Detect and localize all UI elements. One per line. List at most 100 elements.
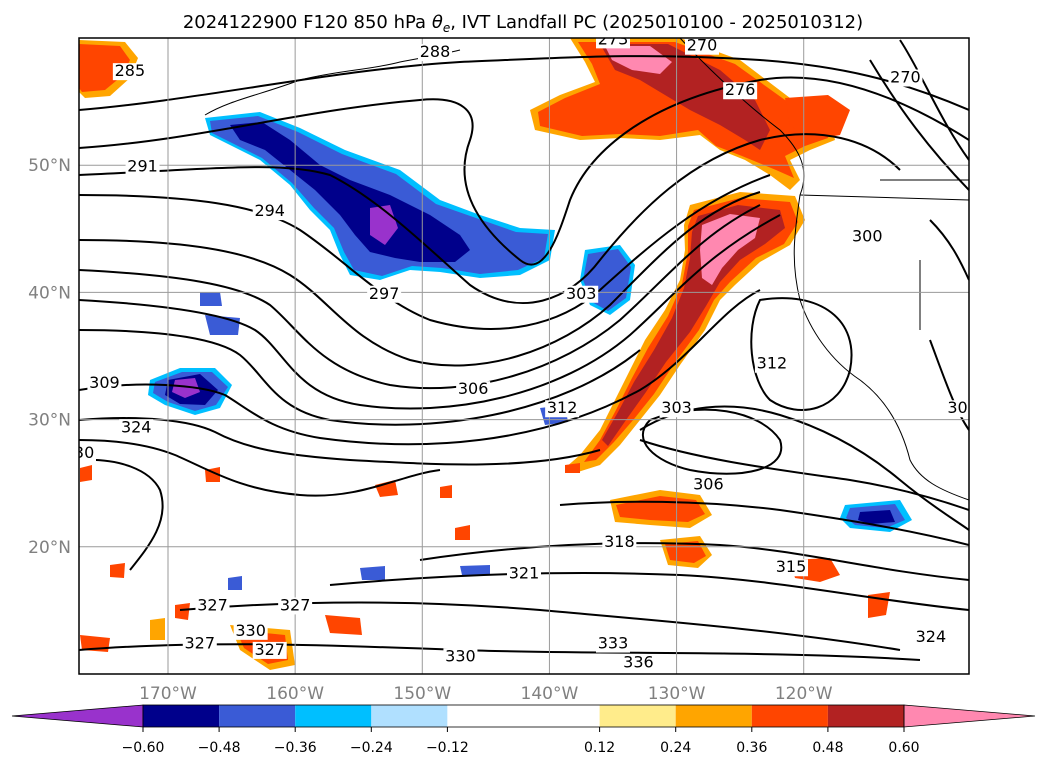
contour-label: 270 — [687, 36, 718, 55]
contour-labels: 285 288 273 270 270 276 291 294 297 303 300 312 309 3… — [30, 29, 978, 672]
colorbar-segment — [675, 705, 752, 727]
contour-label-bg — [659, 400, 694, 418]
colorbar-tick-label: −0.60 — [122, 740, 165, 756]
longitude-tick-label: 130°W — [648, 684, 706, 704]
contour-label-bg — [596, 38, 630, 49]
latitude-tick-label: 20°N — [28, 538, 71, 558]
map-area: 285 288 273 270 270 276 291 294 297 303 300 312 309 3… — [30, 29, 978, 674]
ivt-positive-fill — [79, 38, 890, 670]
coastline — [204, 38, 969, 501]
contour-label-bg — [443, 648, 478, 666]
contour-label: 273 — [598, 29, 629, 48]
latitude-tick-label: 50°N — [28, 156, 71, 176]
contour-label-bg — [945, 400, 969, 418]
longitude-tick-label: 160°W — [266, 684, 324, 704]
contour-label: 312 — [547, 398, 578, 417]
colorbar-segment — [827, 705, 904, 727]
colorbar-segment — [219, 705, 296, 727]
contour-label-bg — [850, 228, 885, 246]
colorbar-tick-label: −0.48 — [198, 740, 241, 756]
latitude-tick-label: 30°N — [28, 411, 71, 431]
contour-label-bg — [691, 476, 726, 494]
longitude-tick-label: 140°W — [521, 684, 579, 704]
contour-label: 306 — [458, 379, 489, 398]
colorbar-tick-label: −0.36 — [274, 740, 317, 756]
contour-label-bg — [367, 285, 402, 303]
colorbar-tick-label: 0.48 — [812, 740, 843, 756]
colorbar-tick-labels: −0.60 −0.48 −0.36 −0.24 −0.12 0.12 0.24 0.36 0.4… — [122, 727, 920, 756]
contour-label: 291 — [127, 157, 158, 176]
contour-label: 300 — [852, 227, 883, 246]
contour-label-bg — [507, 565, 541, 583]
colorbar-extend-high — [903, 704, 1036, 728]
map-frame — [78, 37, 970, 675]
contour-label-bg — [888, 69, 923, 87]
colorbar — [11, 704, 1036, 728]
longitude-tick-label: 170°W — [139, 684, 197, 704]
contour-label-bg — [112, 63, 147, 81]
latitude-tick-label: 40°N — [28, 283, 71, 303]
contour-label-bg — [125, 158, 160, 176]
contour-label-bg — [564, 285, 599, 303]
latitude-tick-labels: 50°N 40°N 30°N 20°N — [28, 156, 71, 558]
contour-label-bg — [119, 419, 154, 437]
contour-label: 327 — [280, 595, 311, 614]
contour-label-bg — [30, 508, 64, 525]
contour-label: 330 — [445, 646, 476, 665]
contour-label: 270 — [890, 68, 921, 87]
colorbar-tick-label: 0.24 — [660, 740, 691, 756]
contour-label-bg — [545, 400, 580, 418]
contour-label: 306 — [693, 475, 724, 494]
contour-label-bg — [195, 597, 230, 615]
contour-label: 303 — [661, 398, 692, 417]
contour-label-bg — [233, 622, 268, 640]
contour-label-bg — [774, 559, 808, 577]
contour-label-bg — [252, 641, 287, 659]
colorbar-segment — [751, 705, 828, 727]
contour-label: 318 — [604, 532, 635, 551]
contour-label: 336 — [623, 653, 654, 672]
contour-label: 285 — [115, 61, 146, 80]
chart-title: 2024122900 F120 850 hPa θe, IVT Landfall… — [183, 12, 863, 35]
colorbar-tick-label: 0.60 — [888, 740, 919, 756]
contour-label-bg — [723, 82, 758, 100]
longitude-tick-labels: 170°W 160°W 150°W 140°W 130°W 120°W — [139, 684, 833, 704]
colorbar-tick-label: 0.12 — [584, 740, 615, 756]
ivt-negative-fill — [148, 112, 912, 590]
colorbar-extend-low — [11, 704, 144, 728]
contour-label-bg — [252, 203, 287, 221]
graticule — [79, 38, 969, 674]
contour-label: 294 — [254, 201, 285, 220]
longitude-tick-label: 150°W — [393, 684, 451, 704]
contour-label: 297 — [369, 284, 400, 303]
contour-label: 321 — [509, 564, 540, 583]
contour-label-bg — [602, 533, 637, 551]
contour-label: 288 — [420, 42, 451, 61]
longitude-tick-label: 120°W — [775, 684, 833, 704]
contour-label: 330 — [32, 506, 63, 525]
contour-label-bg — [685, 38, 719, 55]
contour-label-bg — [621, 654, 656, 672]
contour-label: 327 — [254, 640, 285, 659]
colorbar-tick-label: −0.12 — [426, 740, 469, 756]
contour-label: 330 — [235, 621, 266, 640]
contour-label-bg — [278, 597, 313, 615]
contour-label: 309 — [89, 373, 120, 392]
contour-label-bg — [182, 635, 217, 653]
contour-label-bg — [913, 629, 948, 647]
contour-label: 276 — [725, 80, 756, 99]
colorbar-segment — [447, 705, 600, 727]
contour-label: 312 — [757, 354, 788, 373]
colorbar-tick-label: 0.36 — [736, 740, 767, 756]
colorbar-segment — [295, 705, 372, 727]
colorbar-tick-label: −0.24 — [350, 740, 393, 756]
contour-label-bg — [87, 374, 122, 392]
contour-label: 309 — [947, 398, 978, 417]
contour-label: 333 — [598, 634, 629, 653]
contour-label: 324 — [916, 627, 947, 646]
contour-label: 324 — [121, 417, 152, 436]
colorbar-segment — [599, 705, 676, 727]
contour-label: 303 — [566, 284, 597, 303]
contour-label: 327 — [185, 634, 216, 653]
